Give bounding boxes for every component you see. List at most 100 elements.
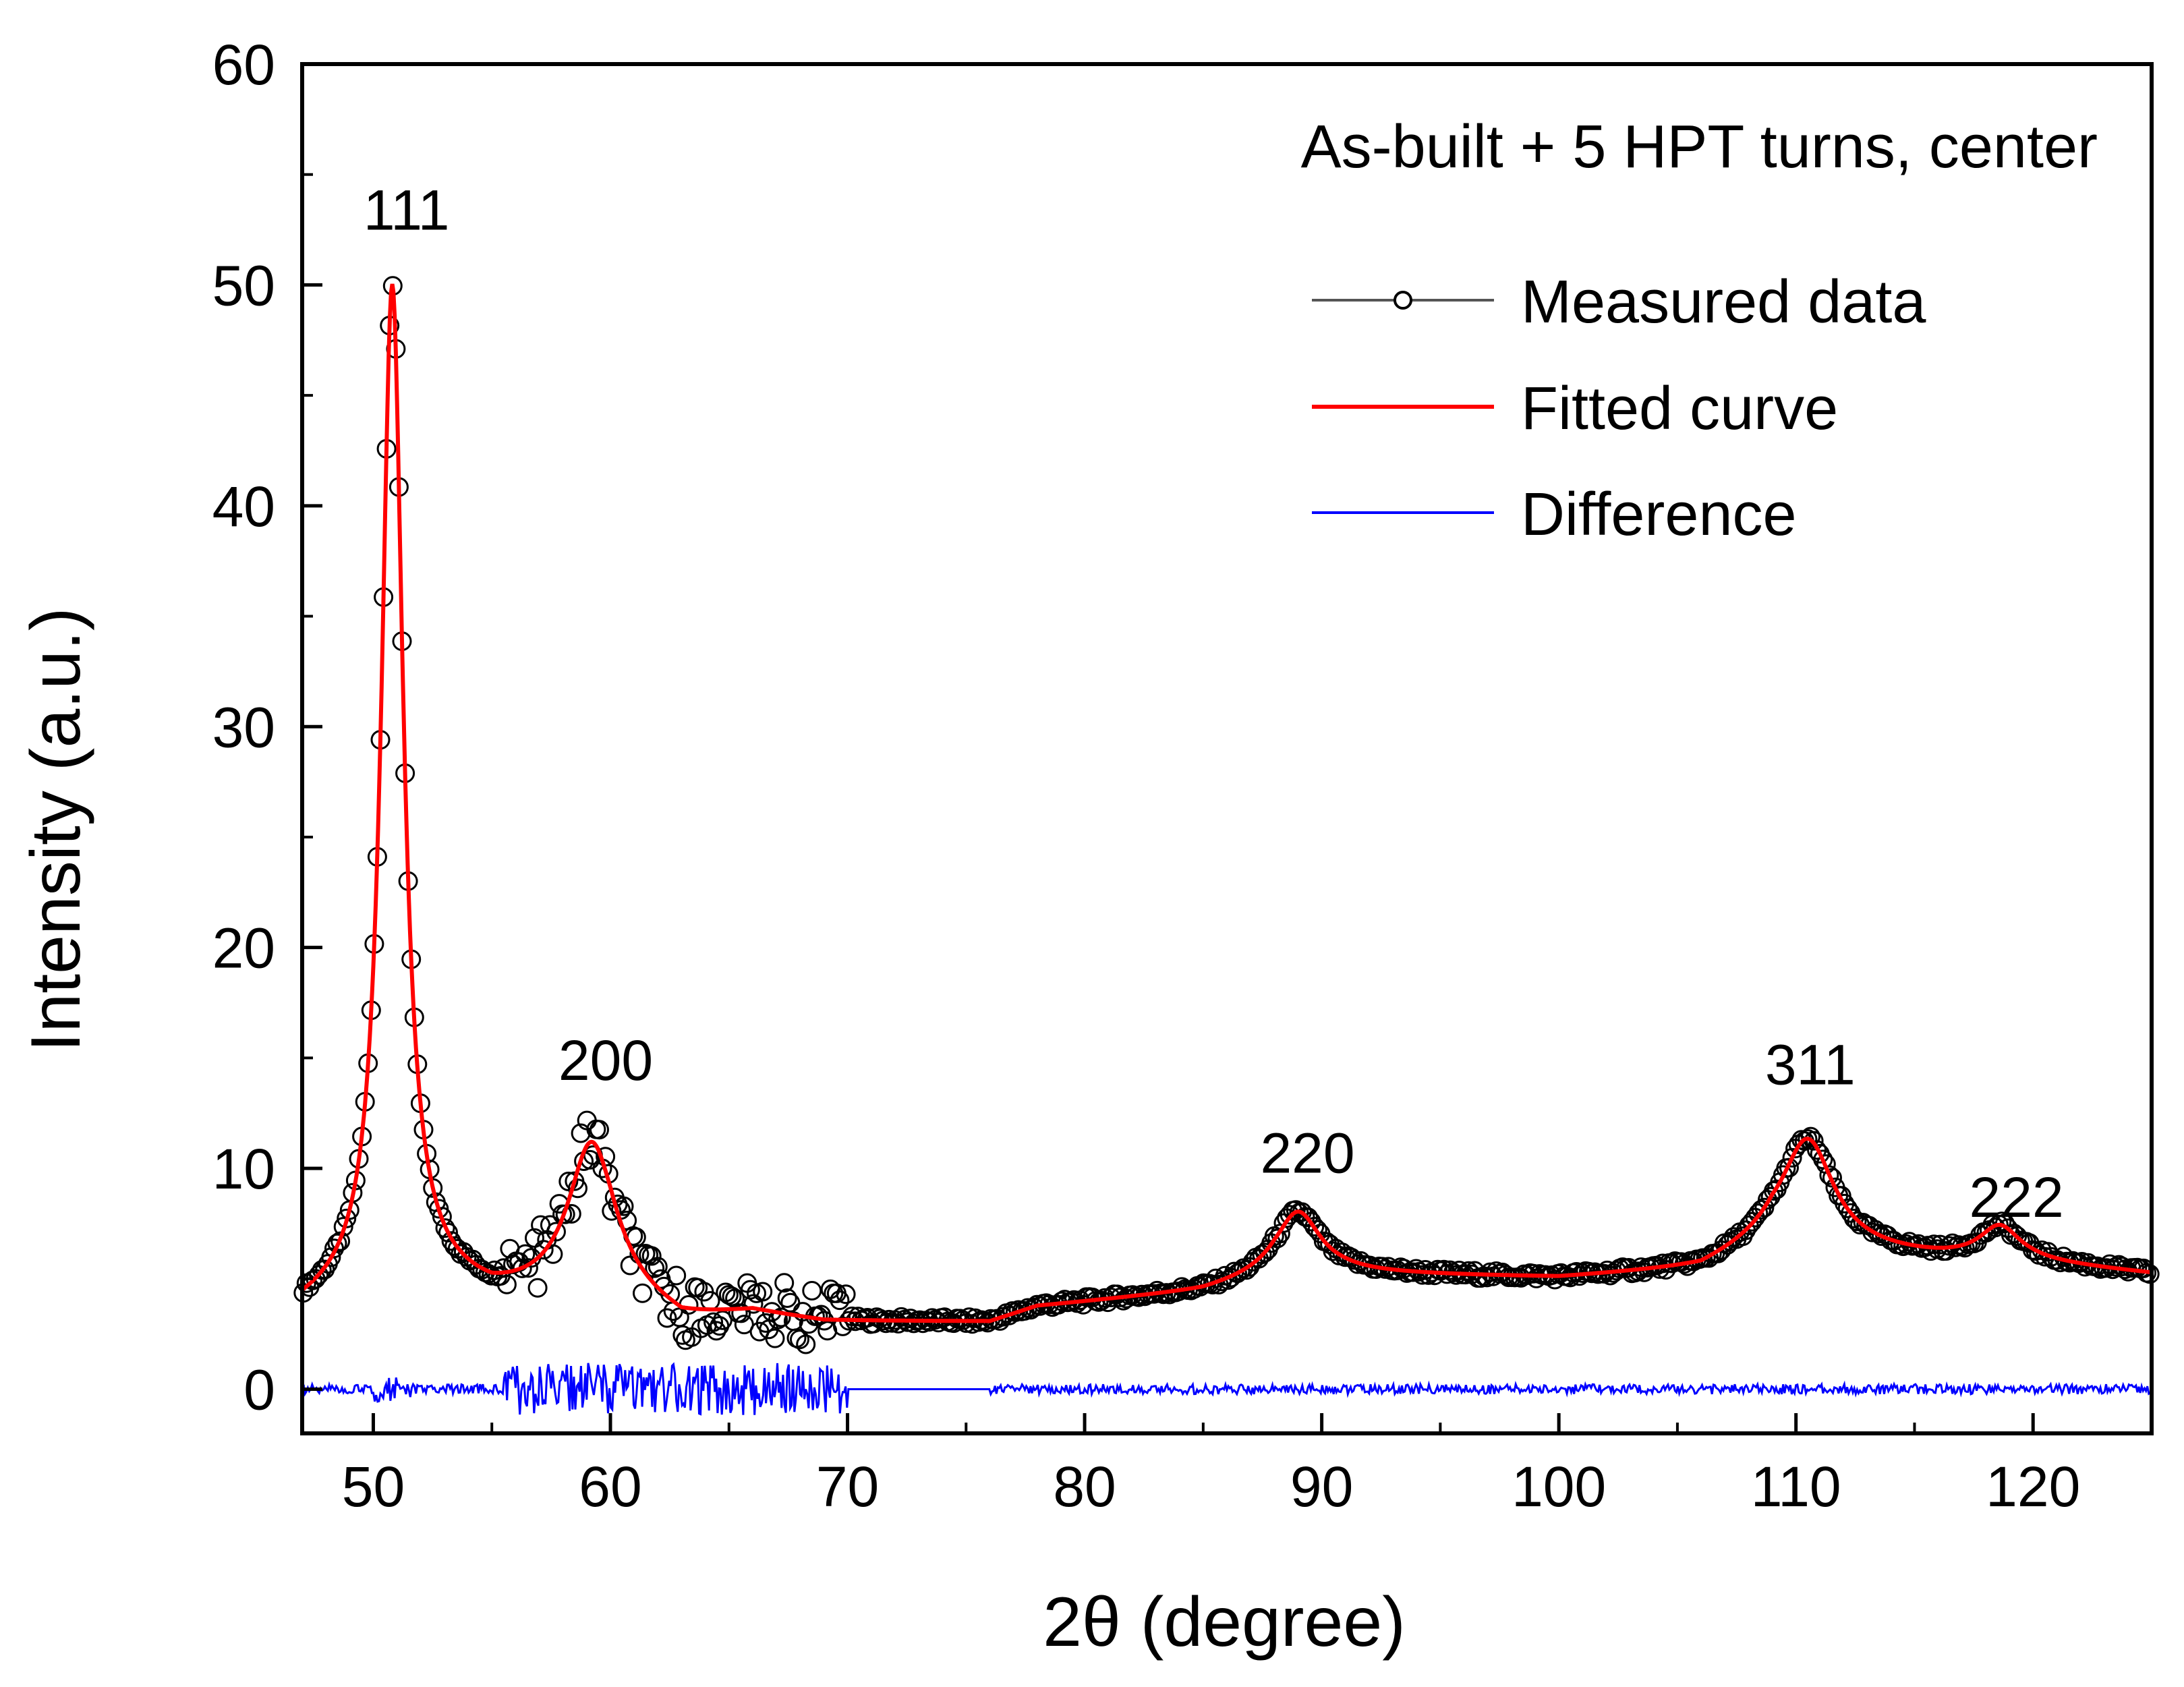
measured-point [1992,1211,2012,1232]
peak-label-222: 222 [1970,1166,2064,1229]
measured-point [1480,1262,1500,1282]
x-tick-label: 110 [1751,1455,1841,1518]
measured-point [765,1328,785,1348]
measured-point [1751,1199,1771,1220]
y-tick-label: 0 [243,1359,275,1422]
measured-point [842,1307,862,1326]
measured-point [1819,1165,1839,1185]
x-axis-title: 2θ (degree) [1043,1583,1406,1661]
peak-label-200: 200 [558,1029,653,1092]
measured-point [1406,1259,1426,1279]
x-tick-label: 70 [816,1455,879,1518]
measured-point [1107,1284,1127,1305]
measured-point [774,1273,795,1293]
legend-marker-circle [1393,291,1412,310]
measured-point [679,1295,699,1315]
ticks-layer: 50 60 70 80 90 100 110 120 0 10 20 30 40 50 60 [212,33,2153,1518]
measured-point [712,1310,732,1330]
measured-point [496,1274,517,1294]
x-tick-label: 90 [1290,1455,1353,1518]
x-tick-label: 120 [1986,1455,2080,1518]
measured-point [1304,1217,1325,1236]
annotation-layer: 111 200 220 311 222 [364,179,2064,1230]
legend-label-difference: Difference [1521,481,1797,548]
measured-point [534,1240,554,1260]
measured-point [1822,1168,1842,1188]
measured-point [1255,1242,1275,1263]
peak-label-111: 111 [364,179,450,242]
measured-point [571,1123,591,1143]
legend-label-fitted: Fitted curve [1521,375,1838,442]
legend-label-measured: Measured data [1521,268,1926,336]
measured-point [327,1233,347,1253]
measured-point [1005,1302,1025,1322]
measured-point [1228,1263,1247,1284]
measured-point [1782,1147,1802,1168]
peak-label-220: 220 [1260,1122,1354,1185]
measured-point [731,1303,751,1323]
measured-point [802,1281,822,1300]
measured-point [1868,1224,1889,1244]
measured-point [836,1284,856,1305]
x-tick-label: 60 [579,1455,641,1518]
measured-point [1280,1205,1300,1225]
measured-point [438,1222,458,1242]
y-tick-label: 60 [212,33,275,96]
measured-point [950,1309,970,1329]
y-tick-label: 50 [212,254,275,317]
measured-point [1779,1157,1799,1178]
chart-title: As-built + 5 HPT turns, center [1301,113,2098,181]
fitted-curve [301,283,2152,1323]
measured-point [722,1286,742,1307]
measured-point [830,1290,850,1311]
measured-point [657,1308,677,1328]
series-layer [293,276,2160,1416]
measured-point [1449,1261,1469,1280]
y-axis-title: Intensity (a.u.) [17,608,95,1052]
measured-point [602,1201,622,1221]
measured-point [1844,1209,1864,1228]
legend-entry-measured: Measured data [1312,268,1926,336]
measured-point [666,1265,687,1286]
measured-point [1837,1198,1858,1218]
measured-point [922,1308,942,1328]
y-tick-label: 30 [212,695,275,759]
measured-point [1434,1259,1454,1280]
measured-point [1862,1222,1883,1242]
measured-point [771,1307,791,1327]
measured-point [633,1283,652,1303]
measured-point [1872,1226,1892,1247]
measured-point [648,1257,668,1277]
measured-point [780,1292,801,1313]
difference-curve [301,1362,2151,1416]
x-tick-label: 80 [1053,1455,1116,1518]
measured-point [641,1246,662,1266]
measured-point [1307,1220,1327,1240]
measured-point [435,1218,455,1238]
measured-point [796,1334,816,1354]
x-tick-label: 100 [1512,1455,1606,1518]
measured-point [1748,1203,1769,1224]
measured-point [1723,1227,1744,1247]
measured-point [706,1321,726,1341]
y-tick-label: 40 [212,475,275,538]
measured-point [1230,1261,1251,1281]
measured-point [1807,1140,1827,1160]
peak-label-311: 311 [1765,1033,1856,1097]
measured-point [777,1288,797,1308]
plot-frame [300,62,2154,1435]
y-tick-label: 20 [212,917,275,980]
measured-point [672,1325,693,1345]
measured-point [331,1231,351,1251]
measured-point [1801,1126,1820,1147]
legend-entry-difference: Difference [1312,481,1797,548]
measured-point [753,1282,773,1302]
y-tick-label: 10 [212,1137,275,1201]
measured-point [743,1294,764,1314]
measured-point [790,1329,809,1350]
measured-point [324,1238,344,1259]
measured-point [568,1178,587,1199]
measured-point [527,1278,548,1298]
measured-point [590,1120,609,1140]
